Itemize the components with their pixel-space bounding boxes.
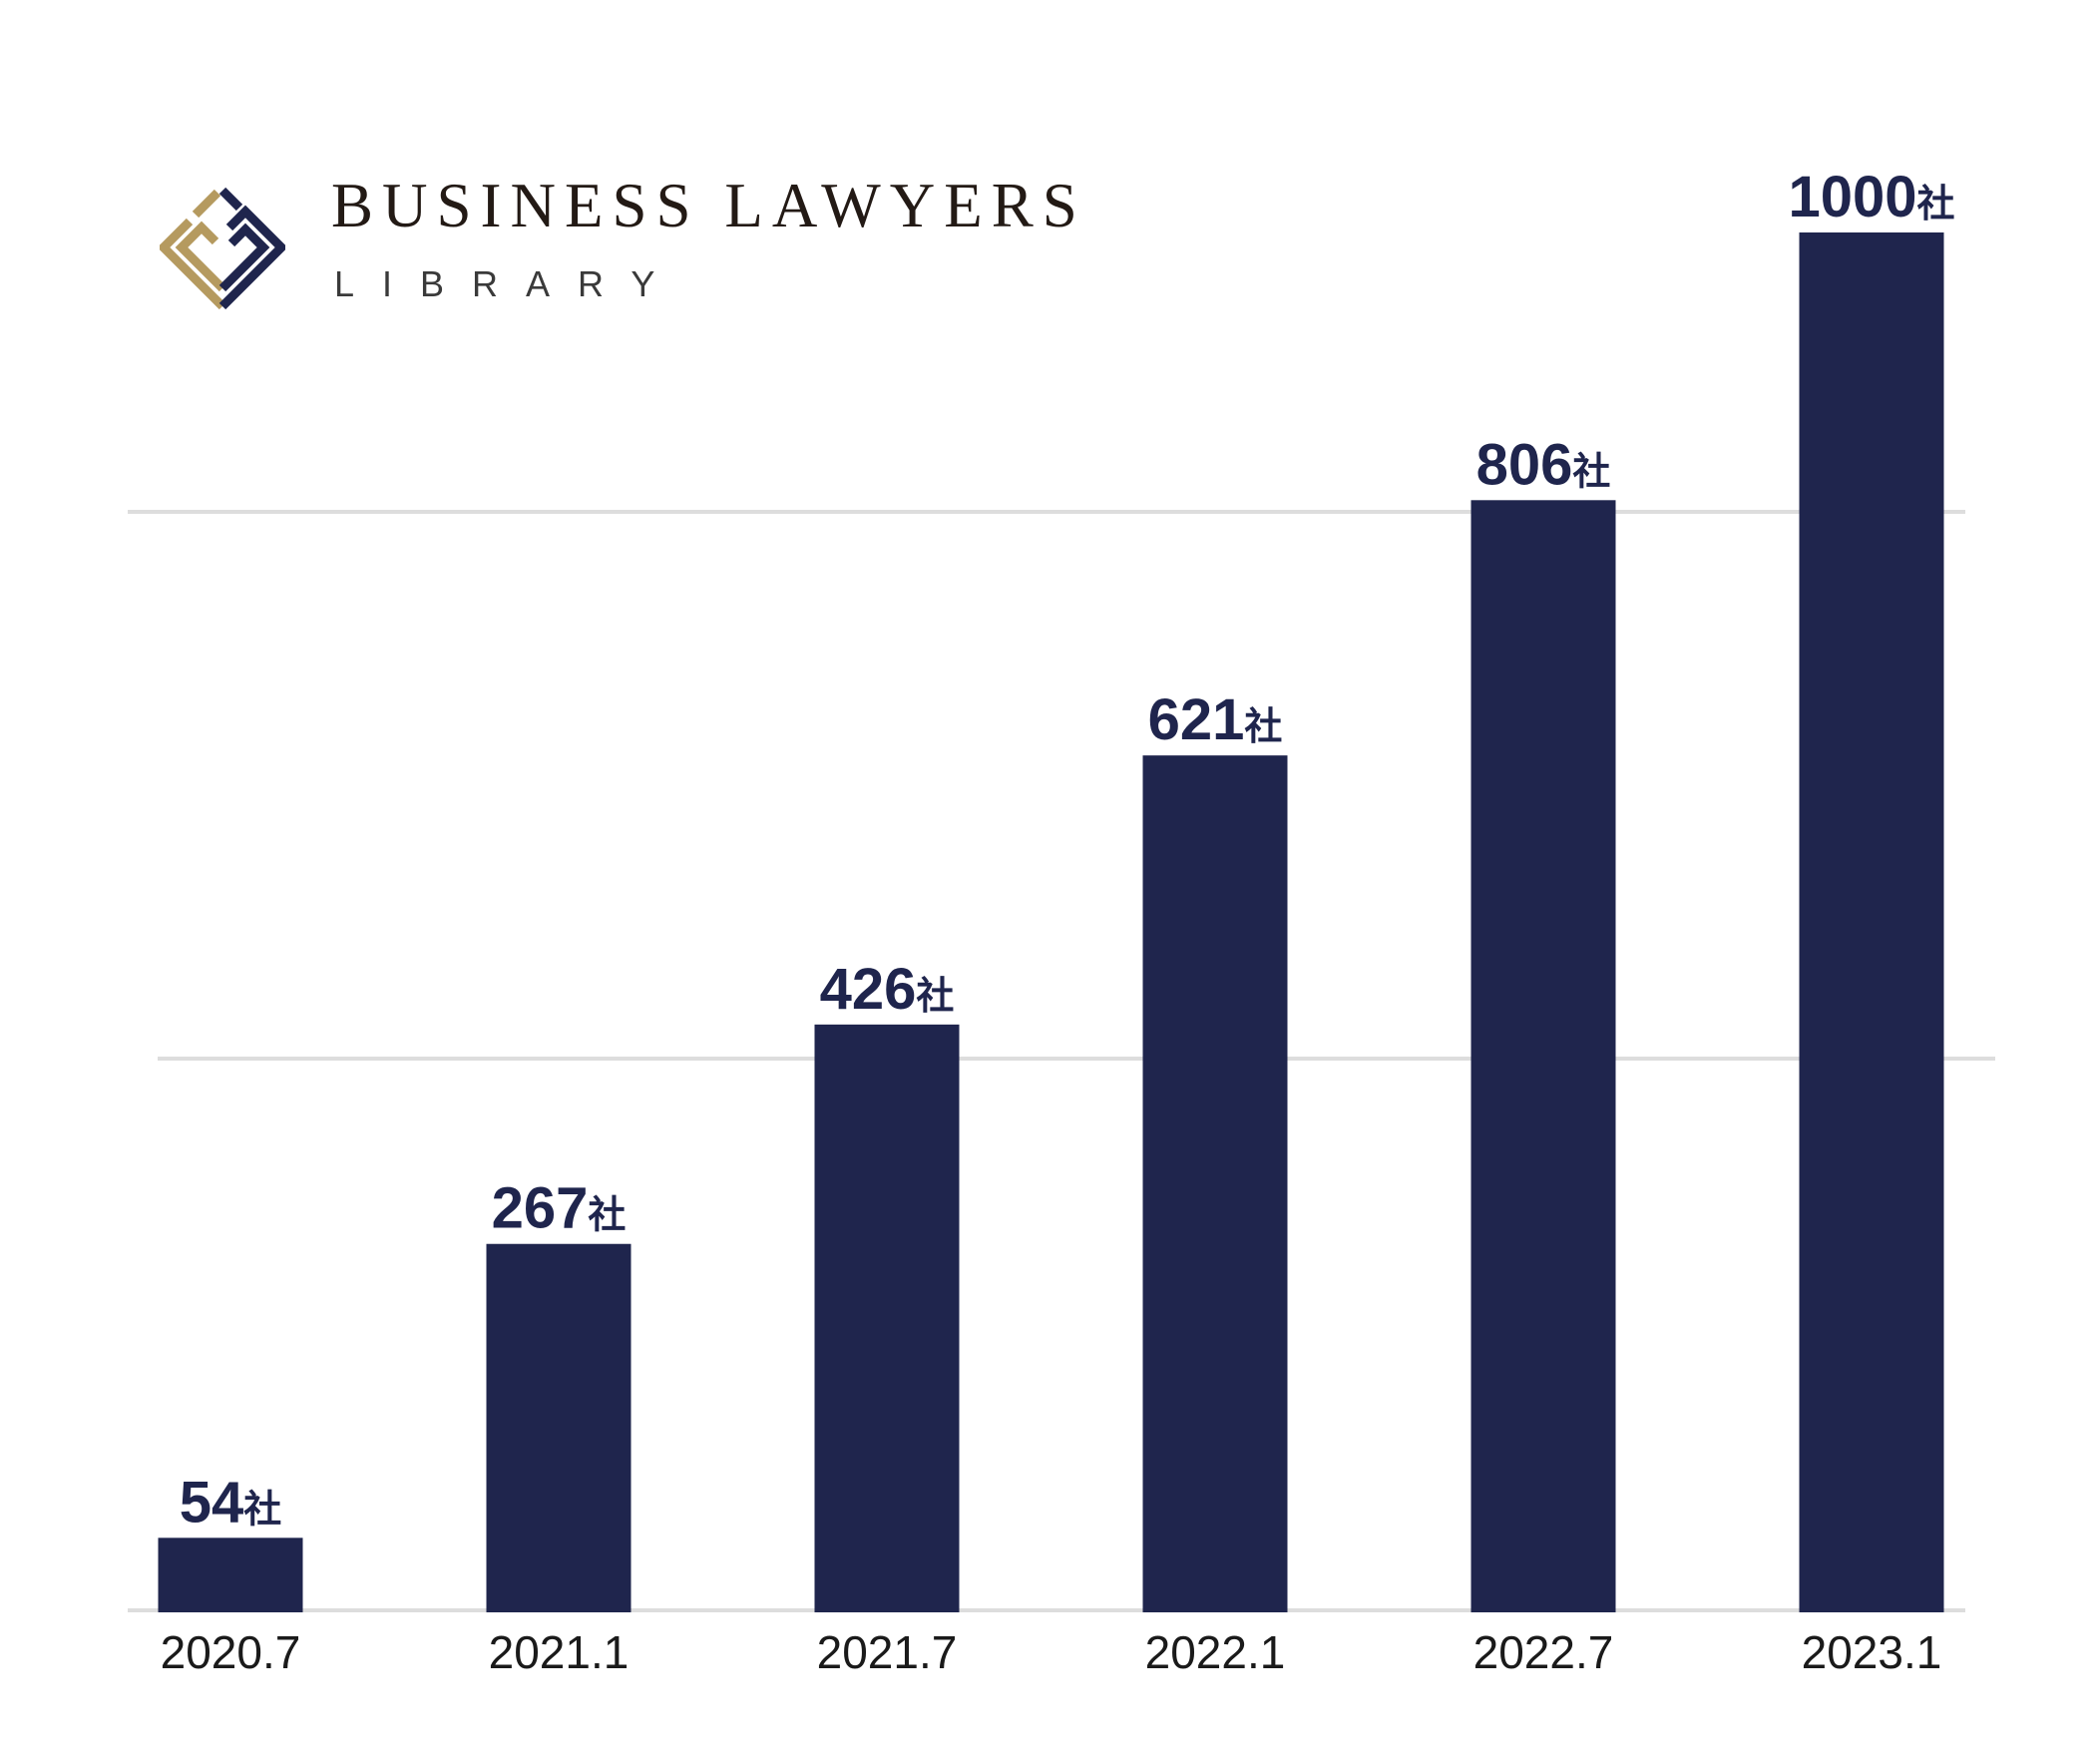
value-label-2022.1: 621社 (1148, 687, 1283, 752)
diamond-logo-icon (160, 187, 285, 310)
bar-2021.1 (486, 1243, 631, 1612)
bar-2023.1 (1799, 232, 1944, 1612)
x-tick-label: 2021.1 (489, 1626, 630, 1678)
grid-lines (128, 510, 1995, 1612)
value-label-2023.1: 1000社 (1788, 165, 1954, 229)
bar-2020.7 (158, 1538, 303, 1612)
brand-logo: BUSINESS LAWYERS LIBRARY (160, 175, 1077, 324)
x-tick-label: 2023.1 (1802, 1626, 1942, 1678)
bar-2022.7 (1470, 500, 1616, 1612)
x-tick-label: 2020.7 (161, 1626, 301, 1678)
x-tick-label: 2021.7 (817, 1626, 958, 1678)
logo-title: BUSINESS LAWYERS (331, 171, 1086, 240)
x-tick-labels: 2020.7 2021.1 2021.7 2022.1 2022.7 2023.1 (161, 1626, 1942, 1678)
logo-subtitle: LIBRARY (334, 263, 683, 304)
bars (158, 232, 1944, 1612)
x-tick-label: 2022.1 (1145, 1626, 1286, 1678)
value-labels: 54社 267社 426社 621社 806社 1000社 (180, 165, 1955, 1535)
bar-2021.7 (814, 1024, 960, 1612)
bar-2022.1 (1142, 755, 1288, 1612)
value-label-2021.7: 426社 (820, 957, 955, 1022)
value-label-2022.7: 806社 (1476, 432, 1611, 497)
value-label-2020.7: 54社 (180, 1470, 282, 1535)
x-tick-label: 2022.7 (1473, 1626, 1614, 1678)
value-label-2021.1: 267社 (492, 1176, 627, 1241)
